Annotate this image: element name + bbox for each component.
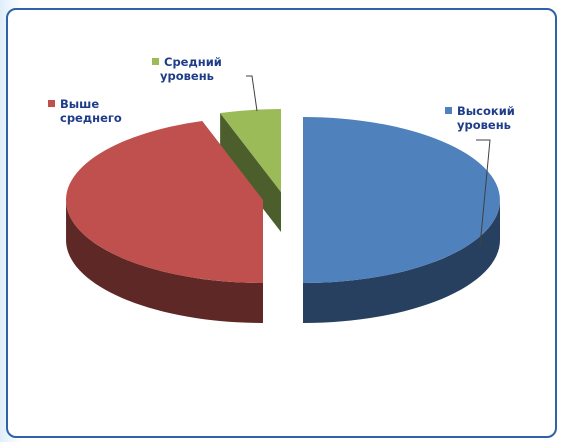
slice-top-2 bbox=[220, 109, 281, 192]
slice-label-0-line-2: уровень bbox=[457, 118, 511, 132]
slice-wall-2-0 bbox=[220, 113, 281, 232]
legend-marker-1 bbox=[48, 100, 55, 107]
slice-label-1-line-2: среднего bbox=[60, 111, 122, 125]
slice-top-1 bbox=[66, 121, 263, 283]
slice-top-0 bbox=[303, 117, 500, 283]
slice-label-2-line-2: уровень bbox=[160, 69, 214, 83]
leader-line-0 bbox=[476, 139, 491, 247]
slice-side-1 bbox=[66, 198, 264, 323]
slice-label-1-line-1: Выше bbox=[60, 97, 99, 111]
legend-marker-0 bbox=[445, 107, 452, 114]
slice-side-0 bbox=[303, 200, 500, 323]
slice-label-2-line-1: Средний bbox=[164, 55, 222, 69]
legend-marker-2 bbox=[152, 58, 159, 65]
slice-label-0-line-1: Высокий bbox=[457, 104, 515, 118]
leader-line-2 bbox=[246, 75, 258, 112]
